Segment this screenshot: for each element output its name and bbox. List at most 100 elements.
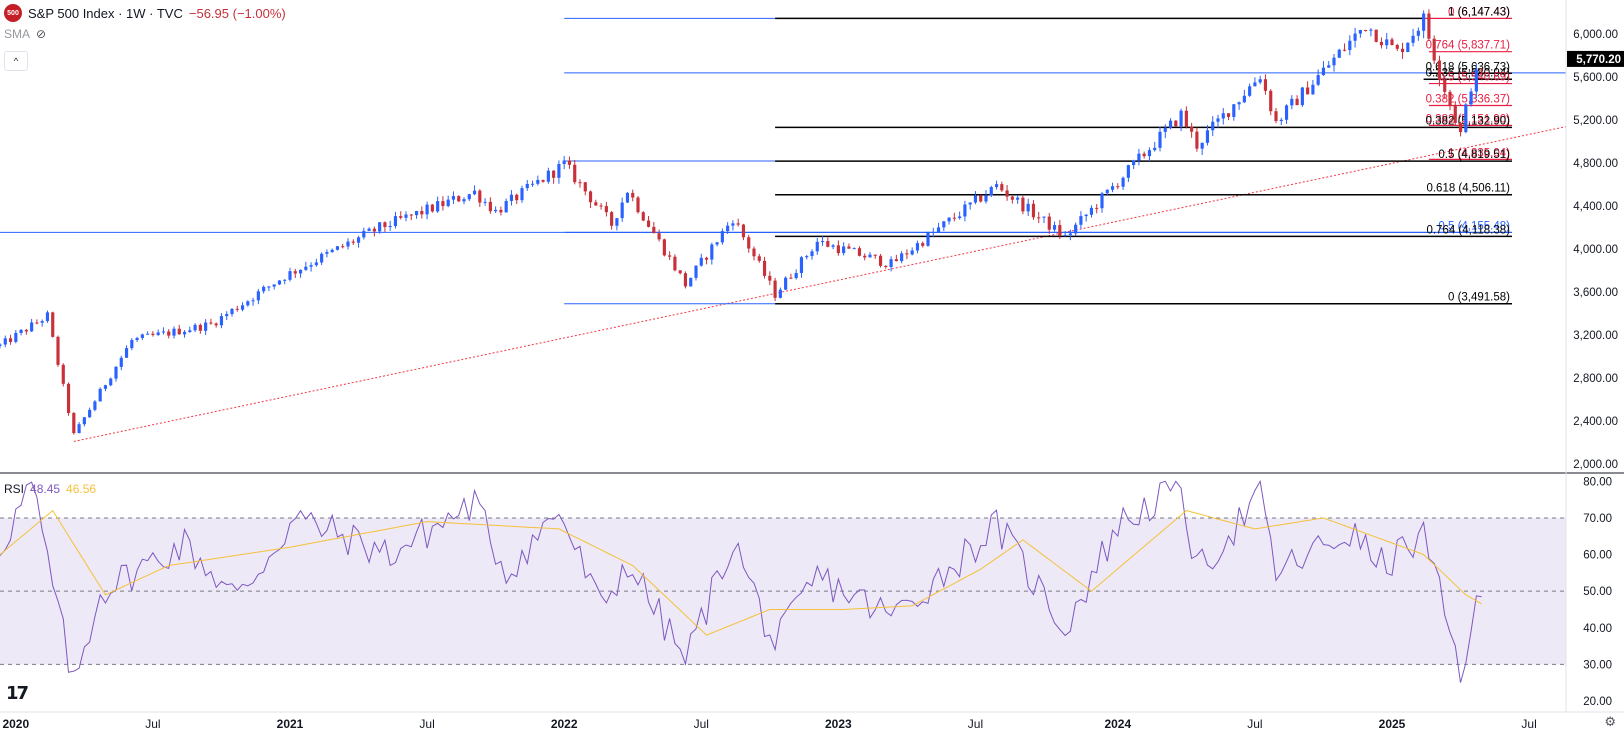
candle-body (715, 242, 719, 245)
settings-gear-icon[interactable]: ⚙ (1604, 714, 1616, 729)
candle-body (272, 284, 276, 287)
candle (103, 384, 108, 392)
candle-body (604, 206, 608, 213)
candle (1132, 159, 1136, 170)
candle (40, 319, 44, 327)
candle (441, 196, 445, 211)
candle (826, 237, 830, 248)
candle-body (114, 366, 118, 379)
candle-body (193, 324, 197, 331)
candle-body (583, 182, 587, 192)
symbol-title[interactable]: S&P 500 Index · 1W · TVC (28, 5, 183, 21)
candle-body (989, 187, 993, 196)
candle (1316, 69, 1320, 86)
candle-body (346, 241, 350, 247)
candle (1469, 88, 1473, 107)
candle-body (1211, 121, 1215, 131)
candle (3, 335, 7, 348)
candle-body (72, 412, 76, 434)
rsi-tick-label: 60.00 (1583, 550, 1612, 562)
price-tick-label: 2,000.00 (1573, 459, 1618, 471)
trendline (73, 126, 1567, 442)
candle-body (1058, 225, 1062, 236)
candle (1147, 147, 1152, 162)
candle-body (1253, 82, 1257, 87)
candle-body (314, 262, 318, 266)
candle-body (1348, 40, 1352, 51)
candle (1190, 122, 1194, 138)
rsi-legend[interactable]: RSI 48.45 46.56 (4, 482, 96, 496)
candle (451, 191, 456, 205)
collapse-legend-button[interactable]: ^ (4, 51, 28, 71)
candle-body (1422, 13, 1426, 31)
candle (604, 201, 608, 217)
candle (77, 422, 81, 434)
candle (599, 203, 603, 210)
candle-body (1079, 216, 1083, 225)
current-price-label: 5,770.20 (1576, 54, 1621, 66)
candle-body (119, 357, 123, 367)
candle-body (1005, 190, 1009, 197)
candle-body (1132, 160, 1136, 166)
candle (1184, 106, 1188, 129)
candle (1458, 121, 1463, 137)
candle-body (1353, 33, 1357, 41)
candle-body (414, 210, 419, 216)
candle-body (298, 269, 303, 274)
candle (1443, 75, 1447, 99)
current-price-tag (1567, 50, 1624, 67)
candle-body (1031, 203, 1036, 218)
candle-body (889, 259, 893, 268)
candle (388, 220, 392, 231)
candle (552, 170, 556, 184)
tradingview-logo-icon[interactable]: 17 (6, 683, 29, 704)
time-tick-label: Jul (1247, 717, 1262, 731)
candle-body (82, 417, 86, 425)
candle (436, 196, 440, 213)
candle-body (905, 253, 909, 255)
candle (320, 252, 324, 266)
candle (615, 217, 619, 231)
candle-body (873, 254, 877, 256)
candle-body (894, 259, 898, 262)
candle-body (878, 255, 883, 266)
fibonacci-levels[interactable]: 0 (6,147.43)1 (6,147.43) 0.764 (5,837.71)… (0, 6, 1567, 442)
candle-body (1295, 98, 1299, 106)
candle (958, 211, 962, 220)
time-tick-label: 2022 (551, 717, 578, 731)
candle (8, 334, 13, 345)
candle-body (214, 323, 218, 326)
candle-body (784, 277, 788, 290)
candle-body (625, 192, 630, 203)
candle-body (668, 255, 672, 257)
indicator-legend-sma[interactable]: SMA ⊘ (4, 27, 46, 41)
rsi-pane[interactable] (0, 479, 1566, 683)
candle-body (1089, 207, 1094, 215)
candle-body (356, 237, 361, 243)
candle (1031, 200, 1036, 220)
candle-body (1232, 104, 1236, 117)
candle-body (330, 249, 334, 253)
candle-body (1321, 67, 1326, 76)
candle (1089, 205, 1094, 218)
candle-body (710, 244, 714, 260)
candle (1400, 42, 1405, 59)
candle-body (1074, 224, 1078, 234)
candle-body (1269, 90, 1273, 112)
candle (1295, 95, 1299, 106)
candle (1416, 27, 1420, 41)
fib-level-label: 0.382 (5,336.37) (1426, 94, 1511, 106)
candle (952, 212, 956, 222)
candle (1284, 104, 1289, 124)
candle-body (594, 202, 598, 206)
candle-body (1364, 30, 1368, 32)
price-tick-label: 4,000.00 (1573, 244, 1618, 256)
candle (762, 256, 767, 279)
candle (1274, 107, 1278, 124)
hidden-eye-icon[interactable]: ⊘ (36, 27, 47, 41)
candle (140, 333, 144, 341)
symbol-header[interactable]: 500 S&P 500 Index · 1W · TVC −56.95 (−1.… (4, 4, 286, 22)
candle-body (172, 328, 176, 336)
candle-body (325, 252, 329, 254)
